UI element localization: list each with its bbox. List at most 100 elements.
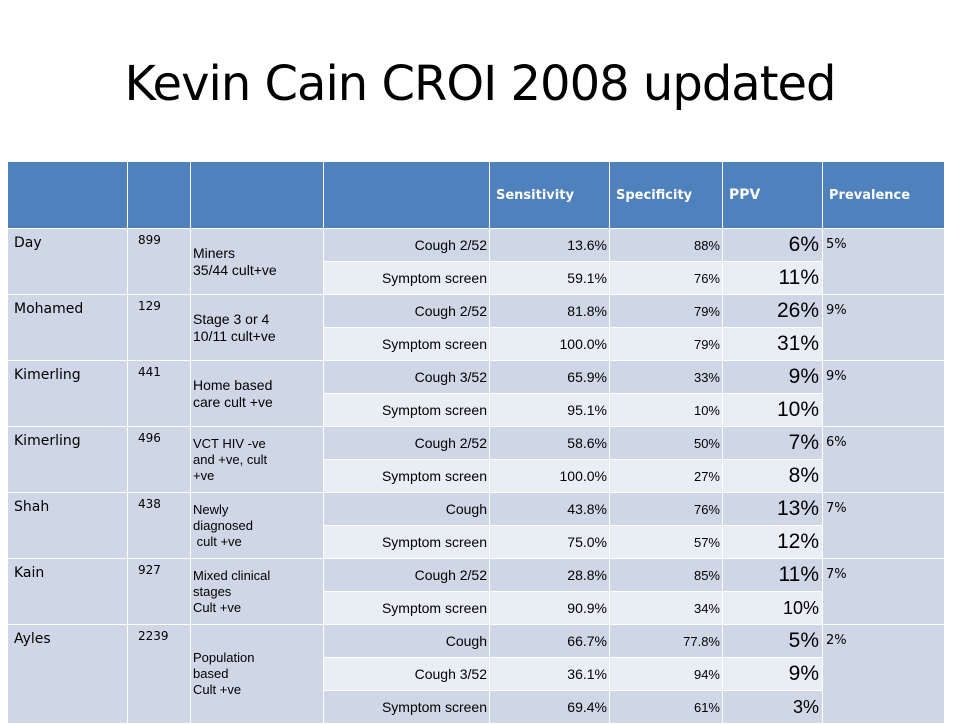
sensitivity-value: 28.8% <box>489 558 610 592</box>
screening-test: Cough 2/52 <box>323 426 490 460</box>
population-line: Cult +ve <box>193 682 242 697</box>
sample-size: 899 <box>127 228 191 295</box>
prevalence-value: 5% <box>822 228 945 295</box>
prevalence-value: 2% <box>822 624 945 724</box>
sample-size: 129 <box>127 294 191 361</box>
study-name: Day <box>7 228 128 295</box>
table-row: Symptom screen 100.0% 27% 8% <box>8 459 945 493</box>
ppv-value: 7% <box>722 426 823 460</box>
header-row: Sensitivity Specificity PPV Prevalence <box>7 161 945 229</box>
specificity-value: 76% <box>609 492 723 526</box>
ppv-value: 31% <box>722 327 823 361</box>
table-row: Symptom screen 95.1% 10% 10% <box>8 393 945 427</box>
sensitivity-value: 100.0% <box>489 327 610 361</box>
study-name: Kain <box>7 558 128 625</box>
header-blank-study <box>7 161 128 229</box>
header-blank-population <box>190 161 324 229</box>
ppv-value: 11% <box>722 261 823 295</box>
specificity-value: 79% <box>609 327 723 361</box>
sample-size: 441 <box>127 360 191 427</box>
table-row: Cough 3/52 36.1% 94% 9% <box>8 657 945 691</box>
table-row: Ayles 2239 Population based Cult +ve Cough 66.… <box>7 624 945 724</box>
sensitivity-value: 75.0% <box>489 525 610 559</box>
screening-test: Cough <box>323 492 490 526</box>
population-line: stages <box>193 583 232 599</box>
population-description: VCT HIV -ve and +ve, cult +ve <box>190 426 324 493</box>
ppv-value: 9% <box>722 360 823 394</box>
ppv-value: 10% <box>722 393 823 427</box>
population-description: Miners 35/44 cult+ve <box>190 228 324 295</box>
sample-size: 927 <box>127 558 191 625</box>
table-row: Kimerling 441 Home based care cult +ve Cough… <box>7 360 945 427</box>
ppv-value: 10% <box>722 591 823 625</box>
table-row: Symptom screen 59.1% 76% 11% <box>8 261 945 295</box>
sensitivity-value: 81.8% <box>489 294 610 328</box>
population-line: Mixed clinical <box>193 567 271 583</box>
header-ppv: PPV <box>722 161 823 229</box>
population-description: Population based Cult +ve <box>190 624 324 724</box>
population-line: 35/44 cult+ve <box>193 261 277 278</box>
screening-test: Symptom screen <box>323 261 490 295</box>
population-line: Miners <box>193 244 236 261</box>
specificity-value: 50% <box>609 426 723 460</box>
specificity-value: 77.8% <box>609 624 723 658</box>
table-row: Day 899 Miners 35/44 cult+ve Cough 2/52 13.6%… <box>7 228 945 295</box>
header-sensitivity: Sensitivity <box>489 161 610 229</box>
specificity-value: 61% <box>609 690 723 724</box>
table-row: Kain 927 Mixed clinical stages Cult +ve Cough… <box>7 558 945 625</box>
screening-test: Cough 2/52 <box>323 558 490 592</box>
sensitivity-value: 36.1% <box>489 657 610 691</box>
sensitivity-value: 65.9% <box>489 360 610 394</box>
sample-size: 438 <box>127 492 191 559</box>
table-row: Symptom screen 100.0% 79% 31% <box>8 327 945 361</box>
screening-test: Cough 3/52 <box>323 657 490 691</box>
population-description: Mixed clinical stages Cult +ve <box>190 558 324 625</box>
prevalence-value: 6% <box>822 426 945 493</box>
population-line: based <box>193 666 229 681</box>
study-name: Kimerling <box>7 426 128 493</box>
screening-test: Symptom screen <box>323 459 490 493</box>
screening-test: Symptom screen <box>323 690 490 724</box>
prevalence-value: 7% <box>822 558 945 625</box>
table-body: Day 899 Miners 35/44 cult+ve Cough 2/52 13.6%… <box>7 228 945 724</box>
population-line: Cult +ve <box>193 599 242 615</box>
ppv-value: 6% <box>722 228 823 262</box>
population-line: 10/11 cult+ve <box>193 327 276 344</box>
population-line: Home based <box>193 376 273 393</box>
table-row: Symptom screen 90.9% 34% 10% <box>8 591 945 625</box>
study-name: Shah <box>7 492 128 559</box>
specificity-value: 10% <box>609 393 723 427</box>
population-description: Stage 3 or 4 10/11 cult+ve <box>190 294 324 361</box>
screening-results-table: Sensitivity Specificity PPV Prevalence D… <box>7 161 945 724</box>
screening-test: Cough 2/52 <box>323 228 490 262</box>
sensitivity-value: 69.4% <box>489 690 610 724</box>
population-line: cult +ve <box>193 533 242 549</box>
population-line: Newly <box>193 501 229 517</box>
ppv-value: 12% <box>722 525 823 559</box>
ppv-value: 13% <box>722 492 823 526</box>
population-line: Stage 3 or 4 <box>193 310 270 327</box>
study-name: Ayles <box>7 624 128 724</box>
population-line: Population <box>193 650 255 665</box>
table-row: Mohamed 129 Stage 3 or 4 10/11 cult+ve Cough… <box>7 294 945 361</box>
population-line: +ve <box>193 467 215 483</box>
sample-size: 496 <box>127 426 191 493</box>
sensitivity-value: 66.7% <box>489 624 610 658</box>
population-description: Newly diagnosed cult +ve <box>190 492 324 559</box>
sensitivity-value: 43.8% <box>489 492 610 526</box>
specificity-value: 27% <box>609 459 723 493</box>
population-line: VCT HIV -ve <box>193 435 266 451</box>
header-blank-n <box>127 161 191 229</box>
ppv-value: 3% <box>722 690 823 724</box>
specificity-value: 57% <box>609 525 723 559</box>
table-row: Kimerling 496 VCT HIV -ve and +ve, cult +ve C… <box>7 426 945 493</box>
screening-test: Cough 3/52 <box>323 360 490 394</box>
specificity-value: 88% <box>609 228 723 262</box>
sensitivity-value: 95.1% <box>489 393 610 427</box>
screening-test: Symptom screen <box>323 393 490 427</box>
table-row: Shah 438 Newly diagnosed cult +ve Cough 43.8%… <box>7 492 945 559</box>
specificity-value: 33% <box>609 360 723 394</box>
ppv-value: 26% <box>722 294 823 328</box>
sensitivity-value: 100.0% <box>489 459 610 493</box>
screening-test: Cough 2/52 <box>323 294 490 328</box>
